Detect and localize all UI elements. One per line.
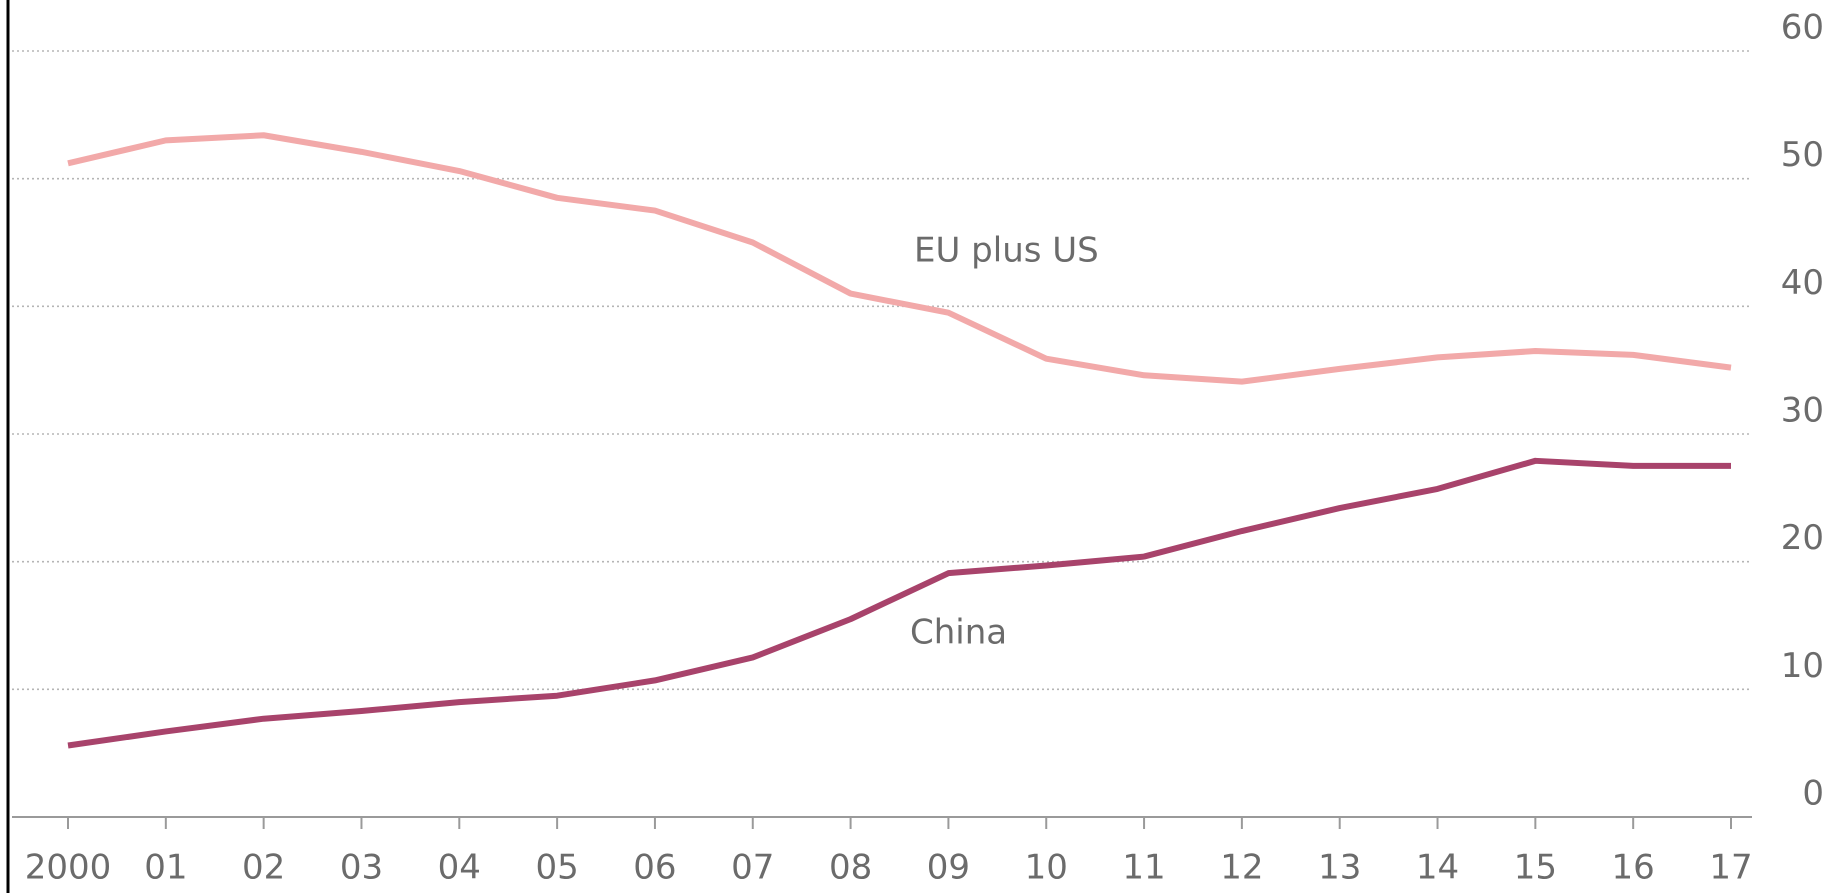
series-label: EU plus US (914, 231, 1099, 271)
x-tick-label: 04 (438, 848, 481, 888)
series-line (67, 132, 1732, 385)
y-tick-label: 30 (1781, 391, 1824, 431)
x-tick-label: 10 (1025, 848, 1068, 888)
x-tick-label: 13 (1318, 848, 1361, 888)
x-tick-label: 02 (242, 848, 285, 888)
x-tick-label: 12 (1220, 848, 1263, 888)
x-tick-label: 14 (1416, 848, 1459, 888)
x-tick-label: 15 (1514, 848, 1557, 888)
y-tick-label: 0 (1802, 774, 1824, 814)
x-tick-label: 08 (829, 848, 872, 888)
series-label: China (910, 613, 1007, 653)
x-tick-label: 09 (927, 848, 970, 888)
y-tick-label: 10 (1781, 646, 1824, 686)
x-tick-label: 07 (731, 848, 774, 888)
x-tick-label: 05 (535, 848, 578, 888)
x-tick-label: 17 (1709, 848, 1752, 888)
y-tick-label: 20 (1781, 518, 1824, 558)
x-tick-label: 2000 (25, 848, 112, 888)
y-tick-label: 60 (1781, 8, 1824, 48)
series-line (67, 457, 1731, 749)
x-tick-label: 06 (633, 848, 676, 888)
x-tick-label: 16 (1612, 848, 1655, 888)
x-tick-label: 11 (1122, 848, 1165, 888)
y-tick-label: 50 (1781, 135, 1824, 175)
x-tick-label: 03 (340, 848, 383, 888)
y-tick-label: 40 (1781, 263, 1824, 303)
x-tick-label: 01 (144, 848, 187, 888)
